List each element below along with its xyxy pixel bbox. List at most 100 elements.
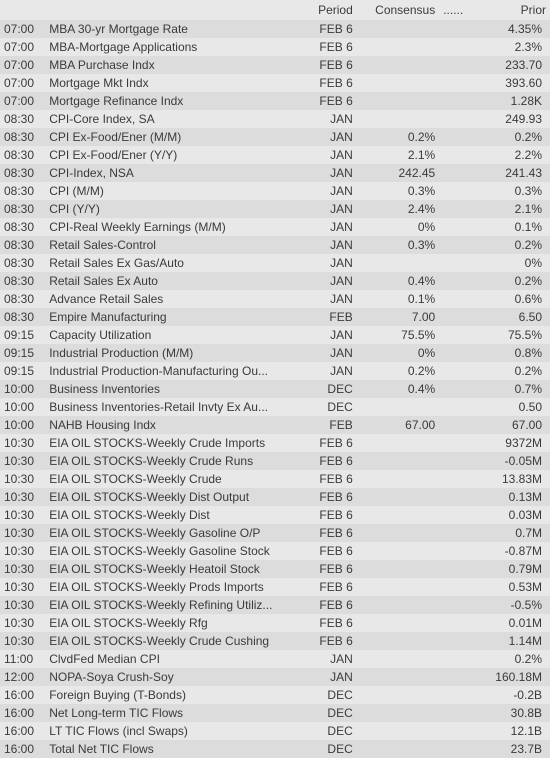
cell-prior: 2.1% <box>474 200 550 218</box>
cell-prior: 9372M <box>474 434 550 452</box>
cell-prior: 0.50 <box>474 398 550 416</box>
table-row[interactable]: 10:30EIA OIL STOCKS-Weekly Crude RunsFEB… <box>0 452 550 470</box>
table-row[interactable]: 08:30CPI Ex-Food/Ener (Y/Y)JAN2.1%2.2% <box>0 146 550 164</box>
table-row[interactable]: 08:30CPI Ex-Food/Ener (M/M)JAN0.2%0.2% <box>0 128 550 146</box>
cell-period: JAN <box>303 326 357 344</box>
cell-period: FEB <box>303 416 357 434</box>
cell-time: 12:00 <box>0 668 45 686</box>
cell-event: Industrial Production-Manufacturing Ou..… <box>45 362 303 380</box>
table-row[interactable]: 08:30Retail Sales-ControlJAN0.3%0.2% <box>0 236 550 254</box>
table-row[interactable]: 10:30EIA OIL STOCKS-Weekly Prods Imports… <box>0 578 550 596</box>
table-row[interactable]: 16:00Total Net TIC FlowsDEC23.7B <box>0 740 550 758</box>
cell-period: DEC <box>303 740 357 758</box>
cell-prior: 160.18M <box>474 668 550 686</box>
cell-time: 10:30 <box>0 542 45 560</box>
table-row[interactable]: 16:00LT TIC Flows (incl Swaps)DEC12.1B <box>0 722 550 740</box>
cell-prior: 0.7% <box>474 380 550 398</box>
cell-event: ClvdFed Median CPI <box>45 650 303 668</box>
cell-time: 10:30 <box>0 506 45 524</box>
cell-consensus <box>357 488 439 506</box>
cell-period: FEB 6 <box>303 92 357 110</box>
table-row[interactable]: 10:30EIA OIL STOCKS-Weekly Heatoil Stock… <box>0 560 550 578</box>
cell-dots <box>439 632 474 650</box>
table-row[interactable]: 08:30Advance Retail SalesJAN0.1%0.6% <box>0 290 550 308</box>
cell-consensus: 0.1% <box>357 290 439 308</box>
cell-consensus <box>357 542 439 560</box>
table-row[interactable]: 10:00Business Inventories-Retail Invty E… <box>0 398 550 416</box>
table-row[interactable]: 10:30EIA OIL STOCKS-Weekly DistFEB 60.03… <box>0 506 550 524</box>
table-row[interactable]: 10:30EIA OIL STOCKS-Weekly Refining Util… <box>0 596 550 614</box>
cell-event: Total Net TIC Flows <box>45 740 303 758</box>
cell-period: JAN <box>303 110 357 128</box>
table-row[interactable]: 12:00NOPA-Soya Crush-SoyJAN160.18M <box>0 668 550 686</box>
table-row[interactable]: 09:15Industrial Production-Manufacturing… <box>0 362 550 380</box>
cell-prior: 0.03M <box>474 506 550 524</box>
cell-dots <box>439 398 474 416</box>
table-row[interactable]: 16:00Net Long-term TIC FlowsDEC30.8B <box>0 704 550 722</box>
cell-event: MBA 30-yr Mortgage Rate <box>45 20 303 38</box>
cell-event: Mortgage Mkt Indx <box>45 74 303 92</box>
cell-event: Advance Retail Sales <box>45 290 303 308</box>
cell-event: Retail Sales Ex Gas/Auto <box>45 254 303 272</box>
table-row[interactable]: 10:30EIA OIL STOCKS-Weekly Gasoline Stoc… <box>0 542 550 560</box>
table-row[interactable]: 09:15Capacity UtilizationJAN75.5%75.5% <box>0 326 550 344</box>
header-period: Period <box>303 0 357 20</box>
cell-prior: 0.7M <box>474 524 550 542</box>
cell-event: Retail Sales-Control <box>45 236 303 254</box>
table-row[interactable]: 08:30Retail Sales Ex Gas/AutoJAN0% <box>0 254 550 272</box>
cell-time: 08:30 <box>0 128 45 146</box>
cell-event: EIA OIL STOCKS-Weekly Crude <box>45 470 303 488</box>
cell-period: JAN <box>303 128 357 146</box>
table-row[interactable]: 07:00Mortgage Mkt IndxFEB 6393.60 <box>0 74 550 92</box>
table-row[interactable]: 09:15Industrial Production (M/M)JAN0%0.8… <box>0 344 550 362</box>
table-row[interactable]: 08:30CPI-Core Index, SAJAN249.93 <box>0 110 550 128</box>
table-row[interactable]: 08:30Retail Sales Ex AutoJAN0.4%0.2% <box>0 272 550 290</box>
table-row[interactable]: 07:00MBA 30-yr Mortgage RateFEB 64.35% <box>0 20 550 38</box>
table-row[interactable]: 07:00Mortgage Refinance IndxFEB 61.28K <box>0 92 550 110</box>
table-row[interactable]: 08:30CPI (Y/Y)JAN2.4%2.1% <box>0 200 550 218</box>
cell-prior: 0.79M <box>474 560 550 578</box>
cell-time: 07:00 <box>0 56 45 74</box>
cell-time: 11:00 <box>0 650 45 668</box>
cell-period: JAN <box>303 650 357 668</box>
table-row[interactable]: 08:30CPI (M/M)JAN0.3%0.3% <box>0 182 550 200</box>
cell-dots <box>439 326 474 344</box>
table-row[interactable]: 10:30EIA OIL STOCKS-Weekly Gasoline O/PF… <box>0 524 550 542</box>
cell-prior: 0.1% <box>474 218 550 236</box>
cell-period: FEB 6 <box>303 452 357 470</box>
table-row[interactable]: 08:30CPI-Index, NSAJAN242.45241.43 <box>0 164 550 182</box>
cell-dots <box>439 380 474 398</box>
table-row[interactable]: 11:00ClvdFed Median CPIJAN0.2% <box>0 650 550 668</box>
table-row[interactable]: 10:30EIA OIL STOCKS-Weekly Crude Cushing… <box>0 632 550 650</box>
table-row[interactable]: 10:00Business InventoriesDEC0.4%0.7% <box>0 380 550 398</box>
cell-time: 09:15 <box>0 362 45 380</box>
cell-period: FEB 6 <box>303 542 357 560</box>
table-row[interactable]: 10:30EIA OIL STOCKS-Weekly Crude Imports… <box>0 434 550 452</box>
cell-event: CPI (Y/Y) <box>45 200 303 218</box>
cell-dots <box>439 164 474 182</box>
cell-event: CPI (M/M) <box>45 182 303 200</box>
table-row[interactable]: 08:30CPI-Real Weekly Earnings (M/M)JAN0%… <box>0 218 550 236</box>
cell-period: JAN <box>303 272 357 290</box>
cell-time: 08:30 <box>0 164 45 182</box>
cell-consensus <box>357 74 439 92</box>
cell-event: Business Inventories <box>45 380 303 398</box>
cell-consensus <box>357 452 439 470</box>
table-row[interactable]: 10:30EIA OIL STOCKS-Weekly CrudeFEB 613.… <box>0 470 550 488</box>
table-row[interactable]: 07:00MBA-Mortgage ApplicationsFEB 62.3% <box>0 38 550 56</box>
cell-dots <box>439 560 474 578</box>
cell-event: EIA OIL STOCKS-Weekly Crude Cushing <box>45 632 303 650</box>
cell-dots <box>439 506 474 524</box>
table-row[interactable]: 10:30EIA OIL STOCKS-Weekly Dist OutputFE… <box>0 488 550 506</box>
table-row[interactable]: 08:30Empire ManufacturingFEB7.006.50 <box>0 308 550 326</box>
cell-prior: 0.13M <box>474 488 550 506</box>
cell-event: MBA-Mortgage Applications <box>45 38 303 56</box>
table-row[interactable]: 10:30EIA OIL STOCKS-Weekly RfgFEB 60.01M <box>0 614 550 632</box>
table-row[interactable]: 10:00NAHB Housing IndxFEB67.0067.00 <box>0 416 550 434</box>
table-row[interactable]: 16:00Foreign Buying (T-Bonds)DEC-0.2B <box>0 686 550 704</box>
cell-period: JAN <box>303 182 357 200</box>
cell-dots <box>439 254 474 272</box>
cell-period: FEB 6 <box>303 632 357 650</box>
table-row[interactable]: 07:00MBA Purchase IndxFEB 6233.70 <box>0 56 550 74</box>
cell-prior: 0.3% <box>474 182 550 200</box>
